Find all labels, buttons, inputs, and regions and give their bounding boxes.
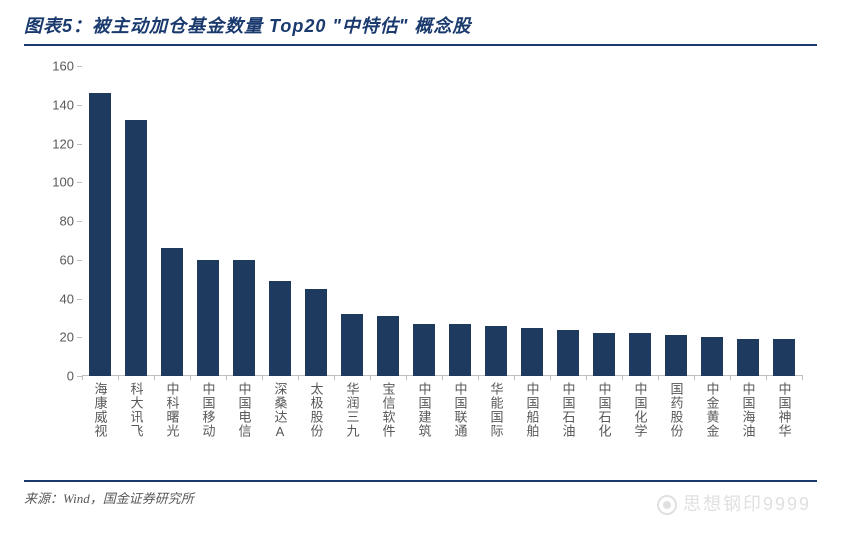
x-label-slot: 中科曙光 — [154, 382, 190, 440]
x-label-slot: 深桑达A — [262, 382, 298, 440]
bar — [521, 328, 543, 376]
title-row: 图表5：被主动加仓基金数量 Top20 "中特估" 概念股 — [24, 12, 817, 46]
bar — [773, 339, 795, 376]
bar — [629, 333, 651, 376]
x-label-slot: 中国船舶 — [514, 382, 550, 440]
x-tick-label: 中国石化 — [595, 382, 614, 440]
bar — [161, 248, 183, 376]
plot-region: 0 20 40 60 80 100 120 140 160 — [82, 66, 802, 376]
bar — [341, 314, 363, 376]
x-label-slot: 国药股份 — [658, 382, 694, 440]
y-gridline: 20 — [82, 337, 802, 338]
x-label-slot: 中国联通 — [442, 382, 478, 440]
source-text: 来源：Wind，国金证券研究所 — [24, 488, 817, 507]
bar — [89, 93, 111, 376]
x-label-slot: 中国石化 — [586, 382, 622, 440]
bar — [449, 324, 471, 376]
x-tick-label: 太极股份 — [307, 382, 326, 440]
x-tick-label: 国药股份 — [667, 382, 686, 440]
x-tick-label: 中科曙光 — [163, 382, 182, 440]
x-tick-label: 中国建筑 — [415, 382, 434, 440]
x-tick-label: 科大讯飞 — [127, 382, 146, 440]
y-gridline: 160 — [82, 66, 802, 67]
x-tick-label: 华润三九 — [343, 382, 362, 440]
x-tick-label: 中国船舶 — [523, 382, 542, 440]
bar — [269, 281, 291, 376]
x-tick-label: 宝信软件 — [379, 382, 398, 440]
x-label-slot: 中金黄金 — [694, 382, 730, 440]
bar — [305, 289, 327, 376]
x-label-slot: 科大讯飞 — [118, 382, 154, 440]
y-gridline: 140 — [82, 105, 802, 106]
x-label-slot: 中国石油 — [550, 382, 586, 440]
x-label-slot: 海康威视 — [82, 382, 118, 440]
x-tick-label: 中国石油 — [559, 382, 578, 440]
bar — [701, 337, 723, 376]
y-gridline: 60 — [82, 260, 802, 261]
x-label-slot: 中国建筑 — [406, 382, 442, 440]
figure-container: 图表5：被主动加仓基金数量 Top20 "中特估" 概念股 0 20 40 60 80 1… — [0, 0, 841, 534]
footer-rule: 来源：Wind，国金证券研究所 — [24, 480, 817, 507]
x-tick — [802, 375, 803, 380]
bar — [197, 260, 219, 376]
x-label-slot: 华润三九 — [334, 382, 370, 440]
y-gridline: 100 — [82, 182, 802, 183]
x-tick-label: 中国神华 — [775, 382, 794, 440]
x-tick-label: 深桑达A — [271, 382, 290, 440]
bar — [593, 333, 615, 376]
bar — [665, 335, 687, 376]
bar — [485, 326, 507, 376]
x-tick-label: 中国电信 — [235, 382, 254, 440]
y-gridline: 80 — [82, 221, 802, 222]
y-gridline: 0 — [82, 376, 802, 377]
x-label-slot: 太极股份 — [298, 382, 334, 440]
bar — [413, 324, 435, 376]
x-label-slot: 中国化学 — [622, 382, 658, 440]
x-label-slot: 宝信软件 — [370, 382, 406, 440]
bar — [737, 339, 759, 376]
x-label-slot: 中国电信 — [226, 382, 262, 440]
x-tick-label: 华能国际 — [487, 382, 506, 440]
x-label-slot: 中国移动 — [190, 382, 226, 440]
x-label-slot: 华能国际 — [478, 382, 514, 440]
x-tick-label: 中国海油 — [739, 382, 758, 440]
bar — [377, 316, 399, 376]
x-tick-label: 中国联通 — [451, 382, 470, 440]
chart-title: 图表5：被主动加仓基金数量 Top20 "中特估" 概念股 — [24, 12, 817, 38]
y-gridline: 120 — [82, 144, 802, 145]
x-label-slot: 中国神华 — [766, 382, 802, 440]
chart-area: 020406080100120140160 海康威视科大讯飞中科曙光中国移动中国… — [32, 56, 812, 476]
bar — [233, 260, 255, 376]
x-tick-label: 中国移动 — [199, 382, 218, 440]
x-label-slot: 中国海油 — [730, 382, 766, 440]
x-labels-group: 海康威视科大讯飞中科曙光中国移动中国电信深桑达A 太极股份华润三九宝信软件中国建筑… — [82, 382, 802, 440]
x-tick-label: 中金黄金 — [703, 382, 722, 440]
x-tick-label: 海康威视 — [91, 382, 110, 440]
y-gridline: 40 — [82, 299, 802, 300]
x-tick-label: 中国化学 — [631, 382, 650, 440]
